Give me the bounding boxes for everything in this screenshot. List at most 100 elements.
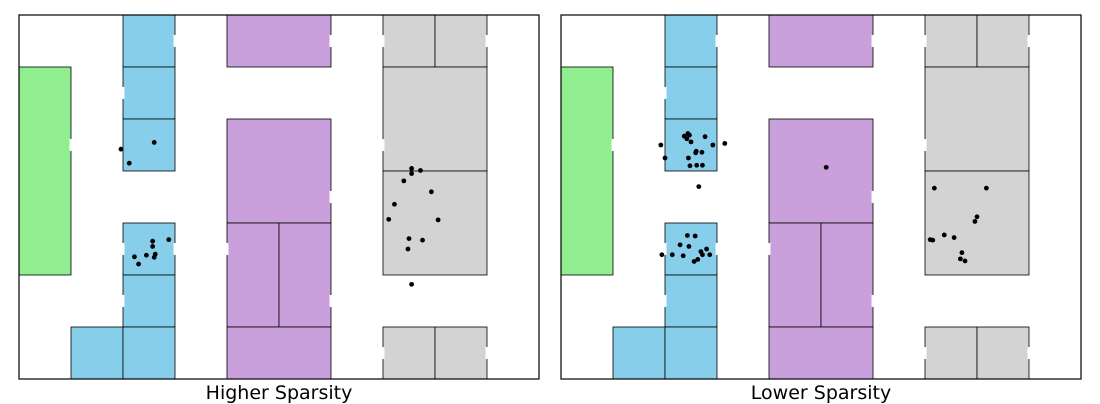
- plot-frame: [18, 14, 540, 380]
- data-point: [409, 171, 414, 177]
- data-point: [144, 252, 149, 258]
- data-point: [150, 244, 156, 249]
- data-point: [126, 160, 132, 166]
- room-gray: [382, 66, 488, 172]
- room-green: [560, 66, 614, 276]
- data-point: [687, 132, 692, 138]
- data-point: [136, 261, 141, 267]
- data-point: [409, 281, 414, 287]
- room-blue: [664, 274, 718, 328]
- data-point: [669, 252, 675, 258]
- data-point: [699, 149, 705, 155]
- room-gray: [434, 14, 488, 68]
- data-point: [707, 252, 713, 258]
- room-blue: [664, 326, 718, 380]
- data-point: [823, 164, 829, 170]
- rooms: [560, 14, 1030, 380]
- doorways: [611, 35, 1031, 359]
- data-point: [659, 252, 665, 258]
- data-point: [722, 141, 728, 146]
- data-point: [962, 258, 968, 264]
- data-point: [686, 155, 691, 161]
- data-point: [132, 254, 137, 260]
- data-point: [658, 142, 664, 148]
- data-point: [151, 140, 157, 145]
- room-purple: [768, 326, 874, 380]
- room-blue: [122, 66, 176, 120]
- data-point: [702, 134, 708, 140]
- data-point: [150, 238, 156, 244]
- room-purple: [768, 14, 874, 68]
- room-gray: [976, 14, 1030, 68]
- data-point: [941, 232, 947, 238]
- data-point: [951, 235, 957, 240]
- data-point: [405, 246, 411, 252]
- room-green: [18, 66, 72, 276]
- doorways: [69, 35, 489, 359]
- floor-plan-lower-sparsity: [560, 14, 1082, 380]
- floor-plan-higher-sparsity: [18, 14, 540, 380]
- data-point: [700, 162, 705, 168]
- data-point: [686, 244, 692, 249]
- room-purple: [768, 222, 822, 328]
- room-gray: [924, 14, 978, 68]
- room-blue: [70, 326, 124, 380]
- data-point: [401, 178, 407, 184]
- panel-title-lower-sparsity: Lower Sparsity: [750, 382, 892, 404]
- data-point: [420, 237, 425, 243]
- data-points: [658, 131, 989, 264]
- room-blue: [664, 222, 718, 276]
- data-point: [691, 259, 697, 264]
- data-point: [151, 254, 157, 260]
- data-point: [704, 246, 709, 252]
- room-purple: [820, 222, 874, 328]
- room-gray: [924, 66, 1030, 172]
- data-point: [972, 219, 978, 224]
- room-blue: [122, 274, 176, 328]
- panel-higher-sparsity: Higher Sparsity: [18, 14, 540, 404]
- room-blue: [122, 326, 176, 380]
- data-point: [687, 163, 693, 169]
- room-gray: [382, 14, 436, 68]
- data-point: [428, 189, 434, 195]
- data-point: [406, 236, 412, 242]
- room-blue: [612, 326, 666, 380]
- data-point: [662, 155, 668, 161]
- room-gray: [924, 326, 978, 380]
- room-gray: [382, 326, 436, 380]
- data-point: [166, 237, 172, 243]
- data-point: [974, 214, 980, 220]
- data-point: [696, 184, 702, 190]
- room-blue: [122, 222, 176, 276]
- data-point: [684, 136, 690, 142]
- data-point: [931, 185, 937, 191]
- data-points: [118, 140, 441, 287]
- room-gray: [434, 326, 488, 380]
- panel-lower-sparsity: Lower Sparsity: [560, 14, 1082, 404]
- data-point: [959, 250, 965, 256]
- data-point: [710, 142, 716, 148]
- data-point: [695, 257, 701, 262]
- data-point: [694, 162, 700, 168]
- room-gray: [382, 170, 488, 276]
- panel-title-higher-sparsity: Higher Sparsity: [205, 382, 353, 404]
- data-point: [392, 201, 397, 207]
- room-blue: [664, 14, 718, 68]
- room-gray: [976, 326, 1030, 380]
- rooms: [18, 14, 488, 380]
- plot-frame: [560, 14, 1082, 380]
- room-purple: [278, 222, 332, 328]
- data-point: [688, 139, 694, 145]
- room-purple: [768, 118, 874, 224]
- data-point: [680, 253, 686, 259]
- room-purple: [226, 14, 332, 68]
- data-point: [409, 166, 414, 171]
- room-blue: [664, 66, 718, 120]
- data-point: [957, 256, 963, 262]
- data-point: [684, 233, 690, 238]
- data-point: [418, 168, 423, 173]
- room-purple: [226, 326, 332, 380]
- room-blue: [122, 14, 176, 68]
- data-point: [386, 216, 392, 222]
- room-blue: [664, 118, 718, 172]
